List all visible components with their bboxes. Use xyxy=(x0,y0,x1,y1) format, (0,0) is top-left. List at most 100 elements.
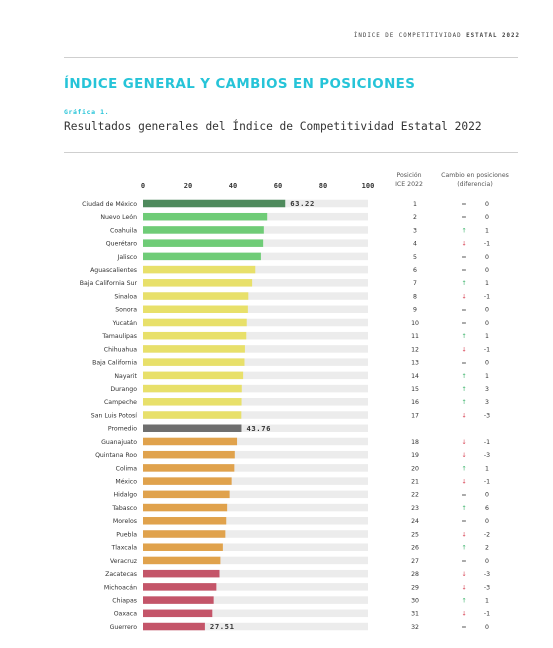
category-label: Coahuila xyxy=(110,227,137,234)
change-value: 3 xyxy=(485,399,489,406)
bar-track xyxy=(143,437,368,446)
bar-track xyxy=(143,411,368,419)
category-label: Aguascalientes xyxy=(90,267,137,274)
position-value: 27 xyxy=(411,558,419,565)
change-value: -3 xyxy=(484,584,490,591)
change-value: 0 xyxy=(485,558,489,565)
position-value: 24 xyxy=(411,518,419,525)
bar-sinaloa xyxy=(143,292,249,300)
bar-track xyxy=(143,384,368,393)
category-label: Morelos xyxy=(113,518,137,525)
change-value: 3 xyxy=(485,386,489,393)
position-value: 15 xyxy=(411,386,419,393)
bar-tamaulipas xyxy=(143,331,247,340)
bar-track xyxy=(143,530,368,538)
bar-puebla xyxy=(143,530,226,538)
bar-michoacán xyxy=(143,583,217,591)
category-label: Guanajuato xyxy=(101,439,137,446)
change-direction-icon: ↓ xyxy=(461,241,466,248)
category-label: Chiapas xyxy=(112,598,137,605)
change-value: -3 xyxy=(484,412,490,419)
change-direction-icon: = xyxy=(461,254,466,261)
change-direction-icon: ↓ xyxy=(461,531,466,538)
change-value: 1 xyxy=(485,598,489,605)
position-value: 1 xyxy=(413,201,417,208)
bar-tabasco xyxy=(143,503,228,512)
position-header-line1: Posición xyxy=(396,172,422,179)
bar-track xyxy=(143,609,368,618)
change-value: -1 xyxy=(484,346,490,353)
figure-title: Resultados generales del Índice de Compe… xyxy=(64,120,482,133)
change-direction-icon: ↑ xyxy=(461,399,466,406)
change-value: 0 xyxy=(485,307,489,314)
bar-chiapas xyxy=(143,596,214,604)
change-direction-icon: = xyxy=(461,492,466,499)
x-tick-label: 100 xyxy=(362,182,375,190)
change-value: 0 xyxy=(485,518,489,525)
category-label: México xyxy=(115,478,137,486)
change-direction-icon: ↓ xyxy=(461,293,466,300)
category-label: Tlaxcala xyxy=(110,545,137,552)
change-direction-icon: ↓ xyxy=(461,479,466,486)
category-label: Sinaloa xyxy=(114,293,137,300)
bar-baja-california xyxy=(143,358,245,366)
category-label: Hidalgo xyxy=(113,492,137,499)
category-label: Sonora xyxy=(115,307,137,314)
change-value: 1 xyxy=(485,373,489,380)
bar-track xyxy=(143,517,368,525)
figure-label: Gráfica 1. xyxy=(64,108,110,116)
bar-track xyxy=(143,424,368,432)
change-value: 2 xyxy=(485,545,489,552)
data-label: 63.22 xyxy=(290,199,315,208)
bar-track xyxy=(143,265,368,274)
bar-track xyxy=(143,318,368,327)
change-direction-icon: = xyxy=(461,320,466,327)
change-direction-icon: ↑ xyxy=(461,280,466,287)
bar-track xyxy=(143,292,368,300)
change-direction-icon: = xyxy=(461,307,466,314)
change-direction-icon: = xyxy=(461,214,466,221)
bar-track xyxy=(143,569,368,578)
bar-track xyxy=(143,477,368,485)
position-value: 16 xyxy=(411,399,419,406)
x-tick-label: 40 xyxy=(229,182,237,190)
change-direction-icon: ↑ xyxy=(461,505,466,512)
change-value: 0 xyxy=(485,267,489,274)
position-value: 10 xyxy=(411,320,419,327)
position-value: 5 xyxy=(413,254,417,261)
category-label: Durango xyxy=(110,386,137,393)
position-value: 28 xyxy=(411,571,419,578)
position-value: 18 xyxy=(411,439,419,446)
x-tick-label: 0 xyxy=(141,182,145,190)
position-value: 21 xyxy=(411,479,419,486)
change-direction-icon: ↓ xyxy=(461,611,466,618)
top-divider xyxy=(64,57,518,58)
change-direction-icon: = xyxy=(461,360,466,367)
change-direction-icon: = xyxy=(461,624,466,631)
bar-durango xyxy=(143,384,242,393)
bar-quintana-roo xyxy=(143,450,235,459)
title-divider xyxy=(64,152,518,153)
bar-track xyxy=(143,543,368,551)
category-label: Zacatecas xyxy=(105,571,137,578)
bar-baja-california-sur xyxy=(143,279,253,287)
bar-track xyxy=(143,596,368,604)
change-value: 6 xyxy=(485,505,489,512)
bar-san-luis-potosí xyxy=(143,411,242,419)
position-header-line2: ICE 2022 xyxy=(395,181,423,188)
change-value: 0 xyxy=(485,214,489,221)
position-value: 23 xyxy=(411,505,419,512)
position-value: 6 xyxy=(413,267,417,274)
position-value: 2 xyxy=(413,214,417,221)
x-tick-label: 60 xyxy=(274,182,282,190)
change-value: -1 xyxy=(484,293,490,300)
category-label: Michoacán xyxy=(104,583,137,591)
report-header: ÍNDICE DE COMPETITIVIDAD ESTATAL 2022 xyxy=(354,33,520,39)
position-value: 30 xyxy=(411,598,419,605)
position-value: 22 xyxy=(411,492,419,499)
position-value: 13 xyxy=(411,360,419,367)
bar-track xyxy=(143,464,368,472)
bar-tlaxcala xyxy=(143,543,223,551)
change-direction-icon: ↑ xyxy=(461,227,466,234)
